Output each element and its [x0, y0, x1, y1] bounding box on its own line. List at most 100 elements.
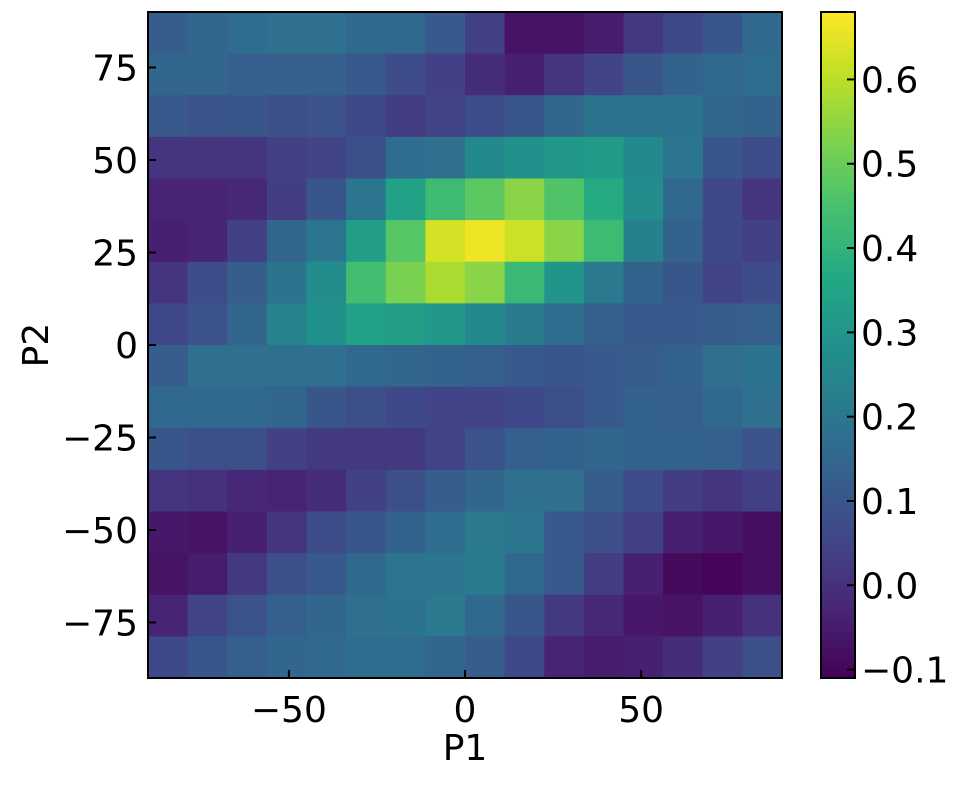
heatmap-cell [465, 220, 506, 263]
y-tick-label: 75 [92, 49, 138, 90]
heatmap-cell [544, 220, 585, 263]
heatmap-cell [623, 12, 664, 55]
x-axis-label: P1 [443, 728, 488, 769]
heatmap-cell [465, 261, 506, 304]
heatmap-cell [742, 469, 783, 513]
heatmap-cell [465, 95, 506, 138]
heatmap-cell [663, 469, 704, 513]
heatmap-cell [187, 220, 228, 263]
heatmap-cell [465, 594, 506, 637]
heatmap-cell [663, 12, 704, 55]
heatmap-cell [425, 636, 466, 679]
heatmap-cell [465, 178, 506, 221]
heatmap-cell [227, 12, 268, 55]
heatmap-cell [623, 511, 664, 554]
heatmap-cell [544, 636, 585, 679]
colorbar [820, 11, 856, 679]
heatmap-cell [266, 303, 308, 346]
heatmap-cell [623, 469, 664, 513]
heatmap-cell [148, 12, 189, 55]
heatmap-cell [663, 636, 704, 679]
heatmap-cell [385, 136, 426, 180]
heatmap-cell [306, 386, 347, 429]
colorbar-tick-label: 0.6 [861, 60, 918, 101]
heatmap-cell [465, 428, 506, 471]
heatmap-cell [227, 594, 268, 637]
heatmap-cell [504, 95, 545, 138]
heatmap-cell [504, 136, 545, 180]
heatmap-cell [583, 553, 625, 596]
heatmap-cell [583, 428, 625, 471]
heatmap-cell [702, 386, 743, 429]
heatmap-cell [583, 636, 625, 679]
heatmap-cell [148, 511, 189, 554]
heatmap-cell [346, 220, 387, 263]
heatmap-cell [623, 428, 664, 471]
heatmap-cell [346, 345, 387, 388]
heatmap-cell [504, 303, 545, 346]
heatmap-cell [583, 511, 625, 554]
heatmap-cell [187, 53, 228, 96]
heatmap-cell [742, 303, 783, 346]
heatmap-cell [544, 178, 585, 221]
heatmap-cell [346, 53, 387, 96]
heatmap-cell [663, 386, 704, 429]
heatmap-cell [385, 53, 426, 96]
heatmap-cell [702, 12, 743, 55]
heatmap-cell [702, 95, 743, 138]
heatmap-cell [227, 469, 268, 513]
heatmap-cell [187, 386, 228, 429]
heatmap-cell [465, 345, 506, 388]
heatmap-cell [544, 469, 585, 513]
heatmap-cell [346, 178, 387, 221]
heatmap-cell [425, 53, 466, 96]
heatmap-cell [266, 220, 308, 263]
heatmap-cell [346, 95, 387, 138]
heatmap-cell [465, 636, 506, 679]
heatmap-cell [425, 220, 466, 263]
heatmap-cell [623, 553, 664, 596]
heatmap-cell [306, 178, 347, 221]
heatmap-cell [544, 345, 585, 388]
heatmap-cell [623, 178, 664, 221]
x-tick-label: 50 [618, 690, 664, 731]
heatmap-cell [346, 469, 387, 513]
heatmap-cell [425, 594, 466, 637]
heatmap-cell [425, 428, 466, 471]
heatmap-cell [544, 12, 585, 55]
heatmap-cell [385, 261, 426, 304]
y-tick-label: 50 [92, 141, 138, 182]
heatmap-cell [425, 511, 466, 554]
heatmap-cell [742, 511, 783, 554]
y-tick-label: 0 [115, 326, 138, 367]
heatmap-cell [306, 261, 347, 304]
heatmap-cell [702, 136, 743, 180]
heatmap-cell [148, 220, 189, 263]
heatmap-cell [742, 428, 783, 471]
heatmap-cell [148, 553, 189, 596]
heatmap-cell [385, 553, 426, 596]
colorbar-tick-label: 0.0 [861, 566, 918, 607]
heatmap-cell [148, 428, 189, 471]
heatmap-cell [504, 511, 545, 554]
heatmap-cell [663, 53, 704, 96]
heatmap-cell [742, 636, 783, 679]
heatmap-cell [583, 345, 625, 388]
heatmap-cell [663, 136, 704, 180]
heatmap-cell [227, 511, 268, 554]
heatmap-cell [425, 386, 466, 429]
x-tick-label: −50 [251, 690, 327, 731]
heatmap-cell [385, 12, 426, 55]
heatmap-cell [425, 553, 466, 596]
heatmap-cell [623, 594, 664, 637]
heatmap-cell [425, 303, 466, 346]
heatmap-cell [544, 53, 585, 96]
heatmap-cell [227, 261, 268, 304]
heatmap-cell [583, 136, 625, 180]
x-axis-ticks: −50 0 50 [251, 670, 664, 731]
heatmap-cell [266, 53, 308, 96]
heatmap-cell [583, 220, 625, 263]
heatmap-cell [187, 95, 228, 138]
heatmap-cell [544, 303, 585, 346]
